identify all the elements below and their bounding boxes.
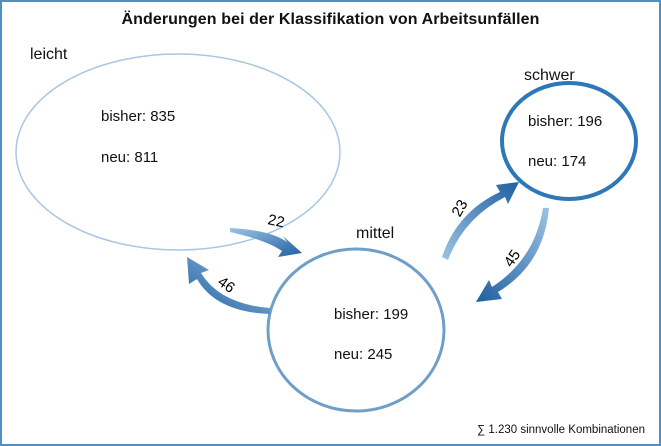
node-neu-schwer: neu: 174 <box>528 153 587 170</box>
node-label-schwer: schwer <box>524 67 575 84</box>
node-label-leicht: leicht <box>30 46 68 63</box>
diagram-title: Änderungen bei der Klassifikation von Ar… <box>121 11 540 28</box>
flow-label-22: 22 <box>266 211 286 231</box>
node-bisher-schwer: bisher: 196 <box>528 113 603 130</box>
circle-mittel <box>266 247 446 413</box>
footnote-sum: ∑ 1.230 sinnvolle Kombinationen <box>476 424 645 436</box>
flow-label-45: 45 <box>501 247 524 270</box>
circle-schwer <box>500 81 638 201</box>
arrow-leicht-to-mittel <box>230 228 302 257</box>
arrow-schwer-to-mittel <box>476 208 549 302</box>
arrow-mittel-to-schwer <box>442 182 519 260</box>
flow-label-46: 46 <box>214 273 237 296</box>
node-bisher-leicht: bisher: 835 <box>101 108 176 125</box>
flow-label-23: 23 <box>448 197 471 220</box>
node-neu-mittel: neu: 245 <box>334 346 393 363</box>
node-label-mittel: mittel <box>356 225 395 242</box>
circle-leicht <box>15 53 341 251</box>
node-bisher-mittel: bisher: 199 <box>334 306 409 323</box>
node-neu-leicht: neu: 811 <box>101 149 159 166</box>
arrow-mittel-to-leicht <box>187 257 270 314</box>
